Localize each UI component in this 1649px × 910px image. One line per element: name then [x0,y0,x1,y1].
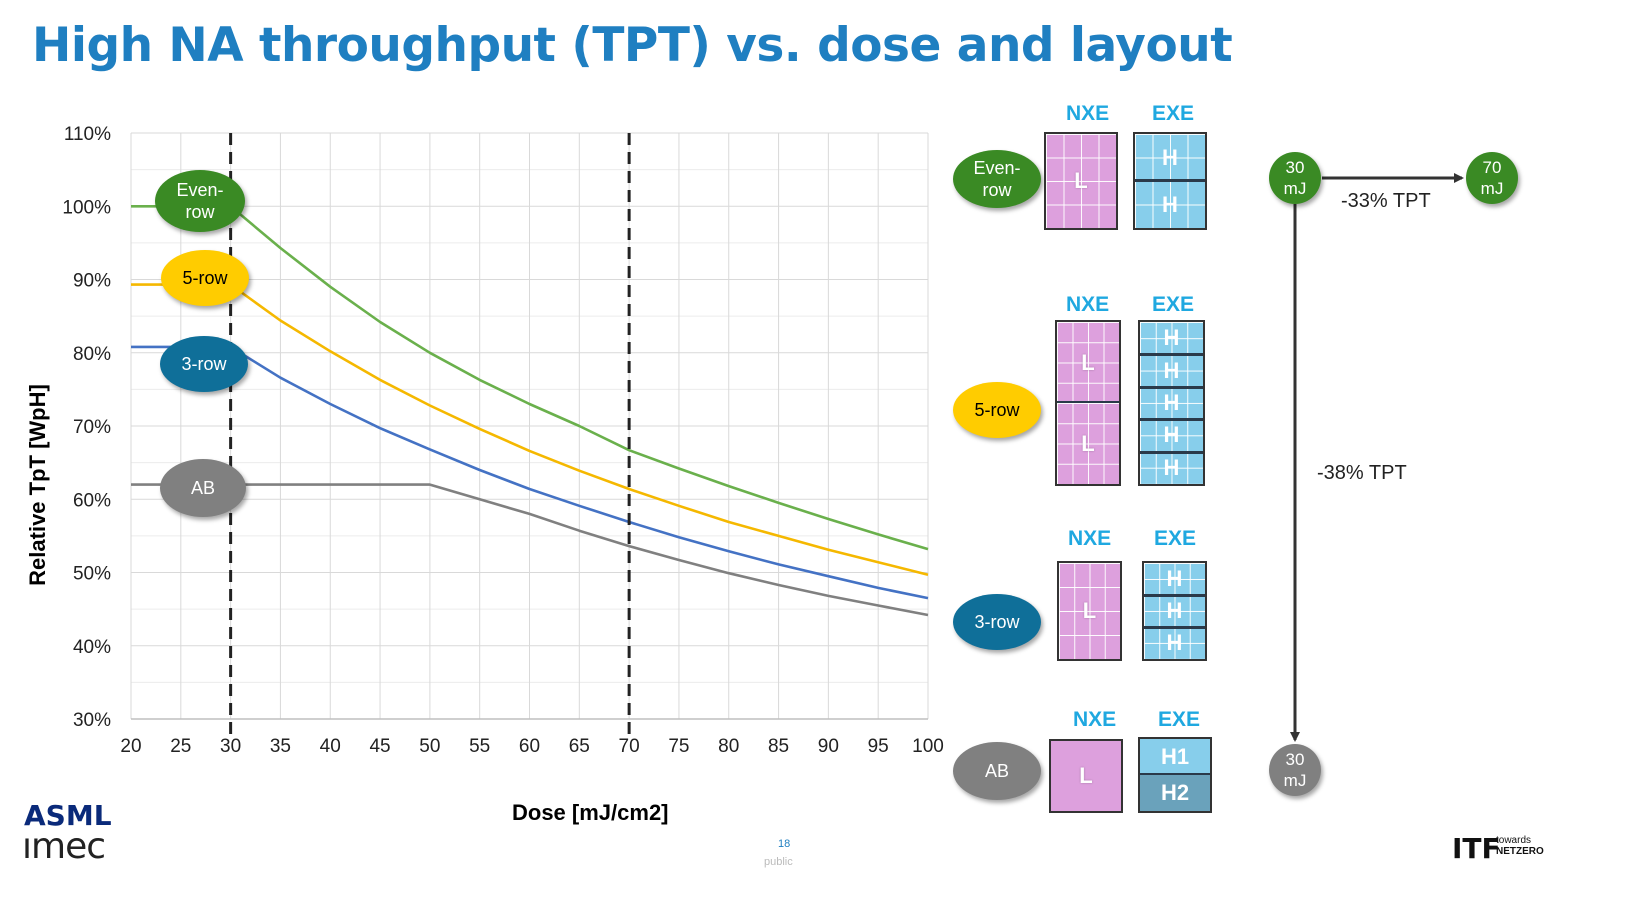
x-tick-label: 90 [818,736,839,757]
classification-label: public [764,856,793,868]
series-line-5-row [131,283,929,576]
asml-logo: ASML [24,799,112,832]
tpt-change-right: -33% TPT [1341,190,1431,212]
exe-header-even-row: EXE [1152,102,1195,125]
exe-row-2: H [1162,191,1178,217]
y-tick-label: 30% [73,710,111,731]
x-tick-label: 45 [369,736,390,757]
x-tick-label: 60 [519,736,540,757]
x-tick-label: 70 [619,736,640,757]
nxe-cell-3-row: L [1057,561,1122,661]
chart-label-3-row: 3-row [160,336,248,392]
layout-label-3-row: 3-row [953,594,1041,650]
exe-header-3-row: EXE [1154,527,1197,550]
exe-cell-ab: H1 H2 [1138,737,1212,813]
series-line-ab [131,483,929,617]
x-tick-label: 80 [718,736,739,757]
exe-header-ab: EXE [1158,708,1201,731]
y-tick-label: 80% [73,344,111,365]
exe-cell-5-row: H H H H H [1138,320,1205,486]
dose-end-70mj: 70 mJ [1466,152,1518,204]
row-divider [1057,401,1119,403]
x-tick-label: 50 [419,736,440,757]
exe-row-5: H [1163,454,1180,480]
row-divider [1144,593,1205,597]
y-tick-label: 40% [73,637,111,658]
nxe-cell-label: L [1079,763,1093,788]
x-tick-label: 100 [912,736,944,757]
row-divider [1140,418,1203,422]
x-axis-label: Dose [mJ/cm2] [512,800,669,825]
y-tick-label: 70% [73,417,111,438]
y-tick-label: 90% [73,271,111,292]
row-divider [1140,385,1203,389]
exe-row-2: H [1163,357,1180,383]
row-divider [1135,179,1205,182]
row-divider [1140,773,1210,776]
chart-label-ab: AB [160,459,246,517]
chart-label-even-row: Even- row [155,170,245,232]
nxe-header-ab: NXE [1073,708,1117,731]
y-tick-label: 50% [73,564,111,585]
exe-row-3: H [1163,389,1180,415]
itf-netzero-logo: towards NETZERO [1496,835,1544,857]
x-tick-label: 85 [768,736,789,757]
x-tick-label: 25 [170,736,191,757]
layout-label-5-row: 5-row [953,382,1041,438]
x-tick-label: 75 [668,736,689,757]
dose-start-30mj: 30 mJ [1269,152,1321,204]
page-number: 18 [778,838,791,850]
chart-label-5-row: 5-row [161,250,249,306]
throughput-chart: 20 25 30 35 40 45 50 55 60 65 70 75 80 85 90 95 100 30% 40… [62,124,944,757]
nxe-cell-label: L [1082,598,1097,623]
nxe-cell-even-row: L [1044,132,1118,230]
layout-label-even-row: Even- row [953,150,1041,208]
tpt-change-down: -38% TPT [1317,462,1407,484]
nxe-header-3-row: NXE [1068,527,1112,550]
series-line-3-row [131,345,929,600]
exe-row-3: H [1166,629,1183,655]
exe-cell-even-row: H H [1133,132,1207,230]
x-tick-label: 40 [320,736,341,757]
exe-row-4: H [1163,422,1180,448]
nxe-header-even-row: NXE [1066,102,1110,125]
y-tick-label: 110% [64,124,111,145]
nxe-cell-5-row: L L [1055,320,1121,486]
exe-row-1: H [1162,144,1178,170]
itf-logo: ITF [1452,832,1501,865]
x-tick-label: 30 [220,736,241,757]
row-divider [1144,625,1205,629]
slide-title: High NA throughput (TPT) vs. dose and la… [32,18,1233,73]
nxe-cell-label: L [1074,168,1088,193]
exe-row-2: H [1166,597,1183,623]
exe-header-5-row: EXE [1152,293,1195,316]
x-tick-label: 20 [120,736,141,757]
imec-logo: ımec [22,826,106,867]
row-divider [1140,450,1203,454]
y-tick-label: 100% [62,197,111,218]
dose-end-30mj-ab: 30 mJ [1269,744,1321,796]
y-tick-label: 60% [73,490,111,511]
nxe-cell-label-1: L [1081,349,1095,375]
exe-row-1: H [1163,325,1180,351]
exe-row-1: H [1166,565,1183,591]
x-tick-label: 55 [469,736,490,757]
exe-row-h2: H2 [1140,775,1210,811]
nxe-cell-ab: L [1049,739,1123,813]
row-divider [1140,353,1203,357]
series-line-even-row [131,205,929,551]
nxe-cell-label-2: L [1081,430,1095,456]
x-tick-label: 95 [868,736,889,757]
exe-cell-3-row: H H H [1142,561,1207,661]
x-tick-label: 65 [569,736,590,757]
layout-label-ab: AB [953,742,1041,800]
nxe-header-5-row: NXE [1066,293,1110,316]
exe-row-h1: H1 [1160,744,1190,769]
x-tick-label: 35 [270,736,291,757]
